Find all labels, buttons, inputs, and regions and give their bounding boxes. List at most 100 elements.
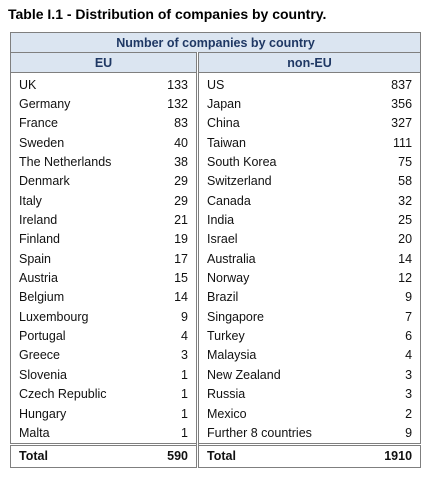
country-name: UK: [10, 72, 141, 95]
country-name: Belgium: [10, 287, 141, 308]
table-row: Hungary 1 Mexico 2: [10, 403, 422, 424]
country-name: Israel: [207, 232, 238, 247]
company-count: 19: [140, 229, 199, 250]
country-name: Total: [10, 442, 141, 468]
company-count: 4: [347, 345, 422, 366]
country-name: Switzerland: [207, 174, 272, 189]
column-header: EU: [10, 52, 199, 73]
table-row: Malta 1 Further 8 countries 9: [10, 423, 422, 445]
company-count: 40: [140, 133, 199, 153]
table-row: Czech Republic 1 Russia 3: [10, 384, 422, 404]
company-count: 1: [140, 403, 199, 424]
table-row: Austria 15 Norway 12: [10, 268, 422, 288]
company-count: 356: [347, 94, 422, 114]
table-row: UK 133 US 837: [10, 72, 422, 95]
country-name: Finland: [10, 229, 141, 250]
company-count: 83: [140, 113, 199, 134]
country-name: Norway: [207, 271, 250, 286]
country-name: Further 8 countries: [207, 425, 312, 440]
table-row: Finland 19 Israel 20: [10, 229, 422, 250]
country-name: Ireland: [10, 210, 141, 230]
column-header: non-EU: [196, 52, 422, 73]
company-count: 1: [140, 384, 199, 404]
country-name: New Zealand: [207, 367, 281, 382]
table-header: Number of companies by country: [9, 32, 422, 53]
company-count: 21: [140, 210, 199, 230]
country-table: Number of companies by country EU non-EU…: [9, 32, 422, 468]
country-name: Total: [197, 442, 348, 468]
company-count: 1: [140, 365, 199, 385]
company-count: 3: [347, 384, 422, 404]
country-name: Spain: [10, 249, 141, 269]
company-count: 3: [347, 365, 422, 385]
table-body: UK 133 US 837 Germany 132 Japan 356 France 83 Chin…: [10, 72, 422, 445]
table-title: Table I.1 - Distribution of companies by…: [8, 6, 327, 22]
table-footer: Total 590 Total 1910: [10, 442, 422, 468]
country-name: Portugal: [10, 326, 141, 346]
table-row: Luxembourg 9 Singapore 7: [10, 307, 422, 327]
table-row: Germany 132 Japan 356: [10, 94, 422, 114]
company-count: 4: [140, 326, 199, 346]
table-row: Greece 3 Malaysia 4: [10, 345, 422, 366]
country-name: Malta: [10, 423, 141, 445]
country-name: China: [207, 116, 240, 131]
table-row: France 83 China 327: [10, 113, 422, 134]
country-name: Germany: [10, 94, 141, 114]
company-count: 111: [347, 133, 422, 153]
company-count: 327: [347, 113, 422, 134]
company-count: 25: [347, 210, 422, 230]
company-count: 20: [347, 229, 422, 250]
company-count: 38: [140, 152, 199, 172]
country-name: Sweden: [10, 133, 141, 153]
country-name: Czech Republic: [10, 384, 141, 404]
table-row: Italy 29 Canada 32: [10, 191, 422, 211]
company-count: 7: [347, 307, 422, 327]
country-name: South Korea: [207, 155, 277, 170]
country-name: US: [207, 77, 225, 92]
company-count: 1910: [347, 442, 422, 468]
company-count: 14: [140, 287, 199, 308]
country-name: Singapore: [207, 309, 264, 324]
country-name: Brazil: [207, 290, 239, 305]
country-name: Slovenia: [10, 365, 141, 385]
company-count: 15: [140, 268, 199, 288]
country-name: Russia: [207, 387, 246, 402]
table-row: Total 590 Total 1910: [10, 442, 422, 468]
company-count: 6: [347, 326, 422, 346]
country-name: Malaysia: [207, 348, 257, 363]
company-count: 133: [140, 72, 199, 95]
country-name: Australia: [207, 251, 256, 266]
company-count: 14: [347, 249, 422, 269]
company-count: 2: [347, 403, 422, 424]
company-count: 9: [140, 307, 199, 327]
country-name: Luxembourg: [10, 307, 141, 327]
company-count: 132: [140, 94, 199, 114]
table-row: Sweden 40 Taiwan 111: [10, 133, 422, 153]
company-count: 837: [347, 72, 422, 95]
company-count: 75: [347, 152, 422, 172]
company-count: 58: [347, 171, 422, 192]
country-name: Japan: [207, 97, 242, 112]
company-count: 9: [347, 287, 422, 308]
table-row: Portugal 4 Turkey 6: [10, 326, 422, 346]
country-name: Canada: [207, 193, 251, 208]
table-row: Denmark 29 Switzerland 58: [10, 171, 422, 192]
company-count: 3: [140, 345, 199, 366]
country-name: Denmark: [10, 171, 141, 192]
table-row: The Netherlands 38 South Korea 75: [10, 152, 422, 172]
company-count: 590: [140, 442, 199, 468]
company-count: 29: [140, 171, 199, 192]
country-name: Mexico: [207, 406, 247, 421]
company-count: 1: [140, 423, 199, 445]
country-name: Greece: [10, 345, 141, 366]
country-name: The Netherlands: [10, 152, 141, 172]
company-count: 17: [140, 249, 199, 269]
table-row: Spain 17 Australia 14: [10, 249, 422, 269]
country-name: India: [207, 213, 235, 228]
table-row: Slovenia 1 New Zealand 3: [10, 365, 422, 385]
country-name: Italy: [10, 191, 141, 211]
country-name: Turkey: [207, 329, 245, 344]
table-row: Ireland 21 India 25: [10, 210, 422, 230]
country-name: Austria: [10, 268, 141, 288]
